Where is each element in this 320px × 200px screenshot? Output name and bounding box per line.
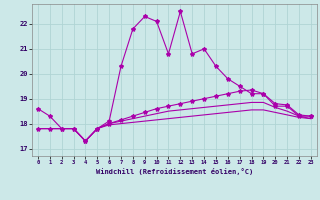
X-axis label: Windchill (Refroidissement éolien,°C): Windchill (Refroidissement éolien,°C) xyxy=(96,168,253,175)
